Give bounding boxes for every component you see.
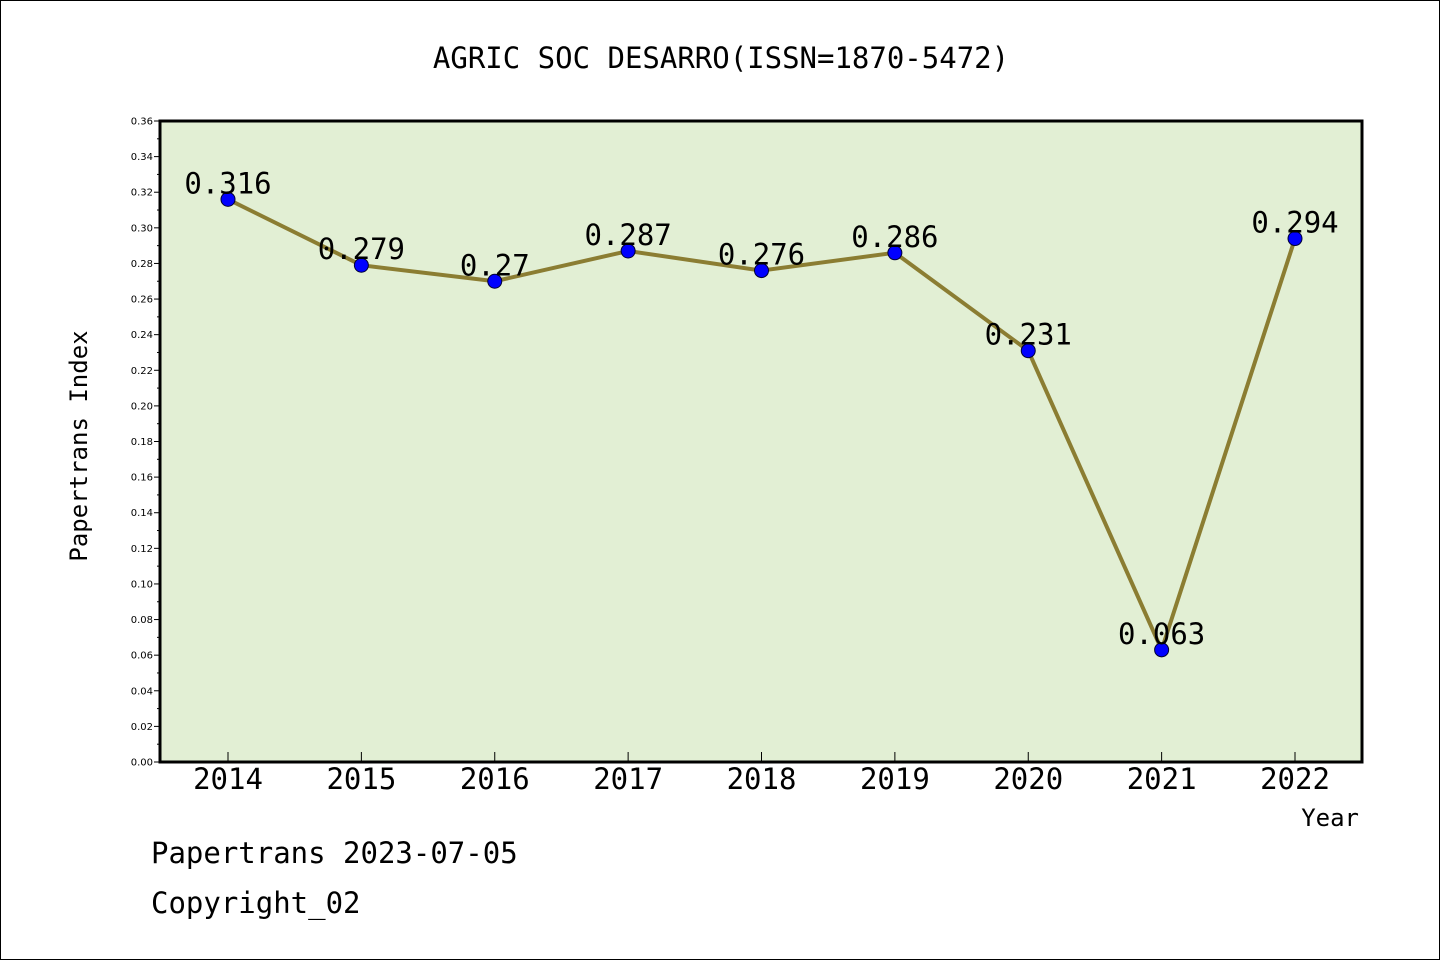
data-point [1154, 642, 1170, 658]
data-label: 0.294 [1251, 206, 1338, 240]
y-tick-label: 0.00 [131, 758, 153, 769]
x-axis: 2014 2015 2016 2017 2018 2019 2020 2021 2022 [193, 752, 1330, 796]
y-tick-label: 0.12 [131, 544, 153, 555]
data-label: 0.287 [584, 218, 671, 252]
y-axis: 0.00 0.02 0.04 0.06 0.08 0.10 0.12 0.14 0.16 0.18… [131, 117, 160, 769]
data-label: 0.286 [851, 220, 938, 254]
footer-copyright: Copyright_02 [151, 886, 361, 920]
y-tick-label: 0.20 [131, 401, 153, 412]
data-label: 0.316 [184, 166, 271, 200]
data-label: 0.063 [1118, 617, 1205, 651]
y-tick-label: 0.06 [131, 651, 153, 662]
y-tick-label: 0.18 [131, 437, 153, 448]
y-tick-label: 0.02 [131, 722, 153, 733]
x-tick-label: 2022 [1260, 762, 1330, 796]
data-point [620, 243, 636, 259]
data-label: 0.27 [460, 248, 530, 282]
x-tick-label: 2018 [727, 762, 797, 796]
y-tick-label: 0.04 [131, 686, 153, 697]
x-tick-label: 2020 [993, 762, 1063, 796]
y-tick-label: 0.22 [131, 366, 153, 377]
data-label: 0.279 [318, 232, 405, 266]
y-axis-label: Papertrans Index [65, 330, 93, 561]
data-point [1287, 231, 1303, 247]
data-label: 0.276 [718, 238, 805, 272]
data-point [487, 273, 503, 289]
data-point [1020, 343, 1036, 359]
x-tick-label: 2014 [193, 762, 263, 796]
plot-area [158, 119, 1364, 764]
data-point [220, 191, 236, 207]
x-axis-label: Year [1301, 804, 1359, 832]
y-tick-label: 0.28 [131, 259, 153, 270]
y-tick-label: 0.32 [131, 188, 153, 199]
y-tick-label: 0.08 [131, 615, 153, 626]
footer-date: Papertrans 2023-07-05 [151, 836, 518, 870]
chart-title: AGRIC SOC DESARRO(ISSN=1870-5472) [433, 41, 1009, 75]
x-tick-label: 2015 [326, 762, 396, 796]
y-tick-label: 0.14 [131, 508, 153, 519]
y-tick-label: 0.26 [131, 295, 153, 306]
x-tick-label: 2016 [460, 762, 530, 796]
data-point [353, 257, 369, 273]
y-tick-label: 0.10 [131, 579, 153, 590]
y-tick-label: 0.24 [131, 330, 153, 341]
data-point [887, 245, 903, 261]
y-tick-label: 0.36 [131, 117, 153, 128]
y-tick-label: 0.30 [131, 223, 153, 234]
data-labels: 0.316 0.279 0.27 0.287 0.276 0.286 0.231 0.063 0… [184, 166, 1338, 650]
x-tick-label: 2017 [593, 762, 663, 796]
y-tick-label: 0.16 [131, 473, 153, 484]
x-tick-label: 2019 [860, 762, 930, 796]
y-tick-label: 0.34 [131, 152, 153, 163]
series-markers [220, 191, 1303, 658]
data-point [754, 263, 769, 279]
x-tick-label: 2021 [1127, 762, 1197, 796]
data-label: 0.231 [985, 318, 1072, 352]
